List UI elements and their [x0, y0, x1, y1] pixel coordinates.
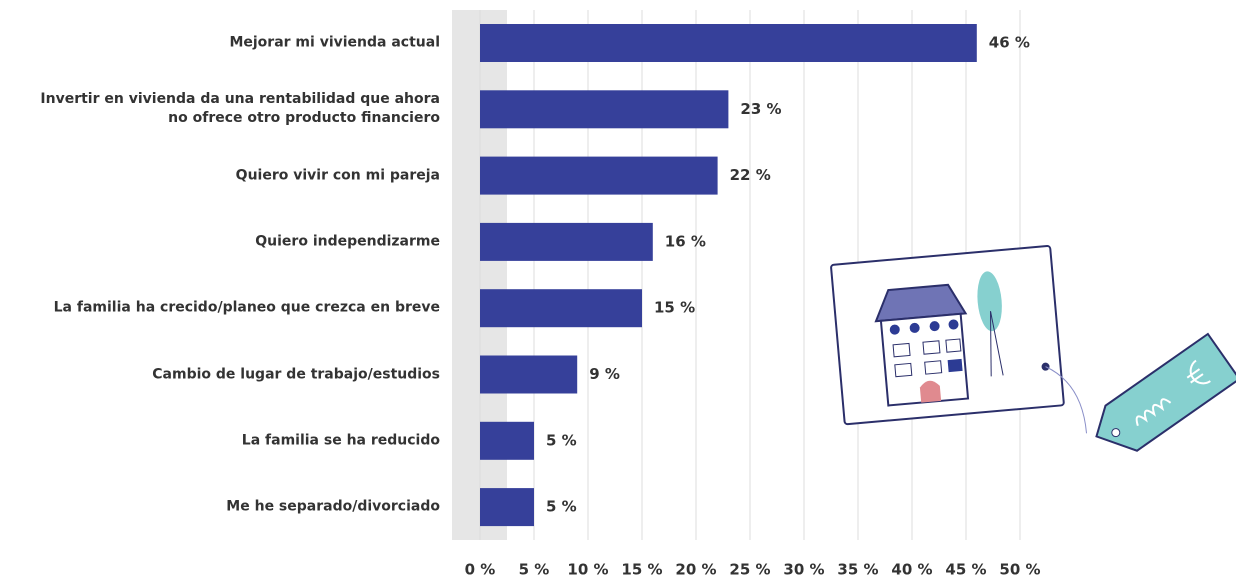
bar: [480, 355, 578, 394]
bar: [480, 222, 653, 261]
bar: [480, 156, 718, 195]
category-label: Cambio de lugar de trabajo/estudios: [152, 366, 440, 382]
value-label: 22 %: [730, 166, 771, 184]
x-tick-label: 15 %: [621, 561, 662, 579]
category-label: Invertir en vivienda da una rentabilidad…: [40, 91, 440, 127]
x-tick-label: 25 %: [729, 561, 770, 579]
value-label: 9 %: [589, 365, 620, 383]
value-label: 15 %: [654, 299, 695, 317]
bar: [480, 488, 534, 527]
bar: [480, 24, 977, 62]
value-label: 16 %: [665, 232, 706, 250]
price-tag: [1095, 332, 1236, 452]
value-label: 5 %: [546, 431, 577, 449]
x-tick-label: 0 %: [465, 561, 496, 579]
x-tick-label: 35 %: [837, 561, 878, 579]
value-label: 46 %: [989, 34, 1030, 52]
category-label: Mejorar mi vivienda actual: [229, 34, 440, 51]
category-label: Me he separado/divorciado: [226, 498, 440, 515]
x-tick-label: 45 %: [945, 561, 986, 579]
category-label: La familia ha crecido/planeo que crezca …: [53, 299, 440, 316]
bar: [480, 90, 729, 129]
category-label: Quiero vivir con mi pareja: [235, 167, 440, 184]
x-tick-label: 30 %: [783, 561, 824, 579]
x-tick-label: 40 %: [891, 561, 932, 579]
x-tick-label: 5 %: [519, 561, 550, 579]
value-label: 23 %: [740, 100, 781, 118]
x-tick-label: 50 %: [999, 561, 1040, 579]
bar: [480, 421, 534, 460]
bar: [480, 289, 642, 328]
illustration: [830, 245, 1088, 434]
category-label: Quiero independizarme: [255, 233, 440, 250]
x-tick-label: 20 %: [675, 561, 716, 579]
value-label: 5 %: [546, 498, 577, 516]
category-label: La familia se ha reducido: [241, 432, 440, 449]
x-tick-label: 10 %: [567, 561, 608, 579]
